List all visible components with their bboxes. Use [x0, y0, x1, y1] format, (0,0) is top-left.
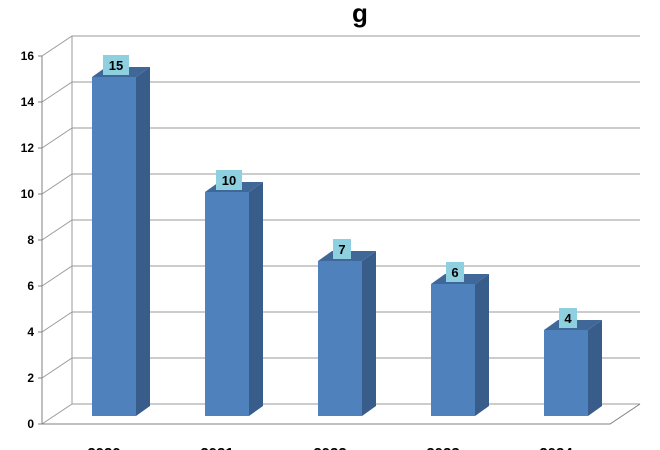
y-tick-label: 8	[27, 233, 34, 247]
y-tick-label: 10	[21, 187, 35, 201]
bar	[431, 284, 475, 416]
bar-side	[588, 320, 602, 416]
bar-side	[475, 274, 489, 416]
grid-layer	[41, 35, 640, 425]
bar	[92, 77, 136, 416]
bar-side	[249, 182, 263, 416]
data-label-box	[333, 239, 351, 259]
y-tick-label: 4	[27, 325, 34, 339]
bar	[205, 192, 249, 416]
x-tick-label: 2020	[87, 445, 120, 450]
data-label: 4	[564, 311, 572, 326]
bar-side	[136, 67, 150, 416]
bar-side	[362, 251, 376, 416]
x-tick-label: 2024	[539, 445, 573, 450]
x-tick-label: 2022	[313, 445, 346, 450]
y-tick-label: 16	[21, 49, 35, 63]
y-tick-label: 12	[21, 141, 35, 155]
data-label-box	[103, 55, 129, 75]
y-tick-label: 2	[27, 371, 34, 385]
labels-layer: 15 10 7 6 4	[103, 55, 577, 328]
data-label: 15	[109, 58, 123, 73]
y-tick-label: 6	[27, 279, 34, 293]
bars-layer	[92, 67, 602, 416]
data-label-box	[559, 308, 577, 328]
chart-title: g	[352, 0, 368, 28]
data-label: 6	[451, 265, 458, 280]
y-tick-label: 0	[27, 417, 34, 431]
bar	[544, 330, 588, 416]
bar	[318, 261, 362, 416]
x-tick-label: 2021	[200, 445, 233, 450]
axis-layer: 0 2 4 6 8 10 12 14 16 2020 2021 2022 2023 2024	[21, 49, 641, 450]
gridline	[41, 35, 640, 57]
data-label: 7	[338, 242, 345, 257]
y-tick-label: 14	[21, 95, 35, 109]
data-label-box	[446, 262, 464, 282]
x-tick-label: 2023	[426, 445, 459, 450]
data-label: 10	[222, 173, 236, 188]
floor-edge	[42, 403, 641, 425]
data-label-box	[216, 170, 242, 190]
